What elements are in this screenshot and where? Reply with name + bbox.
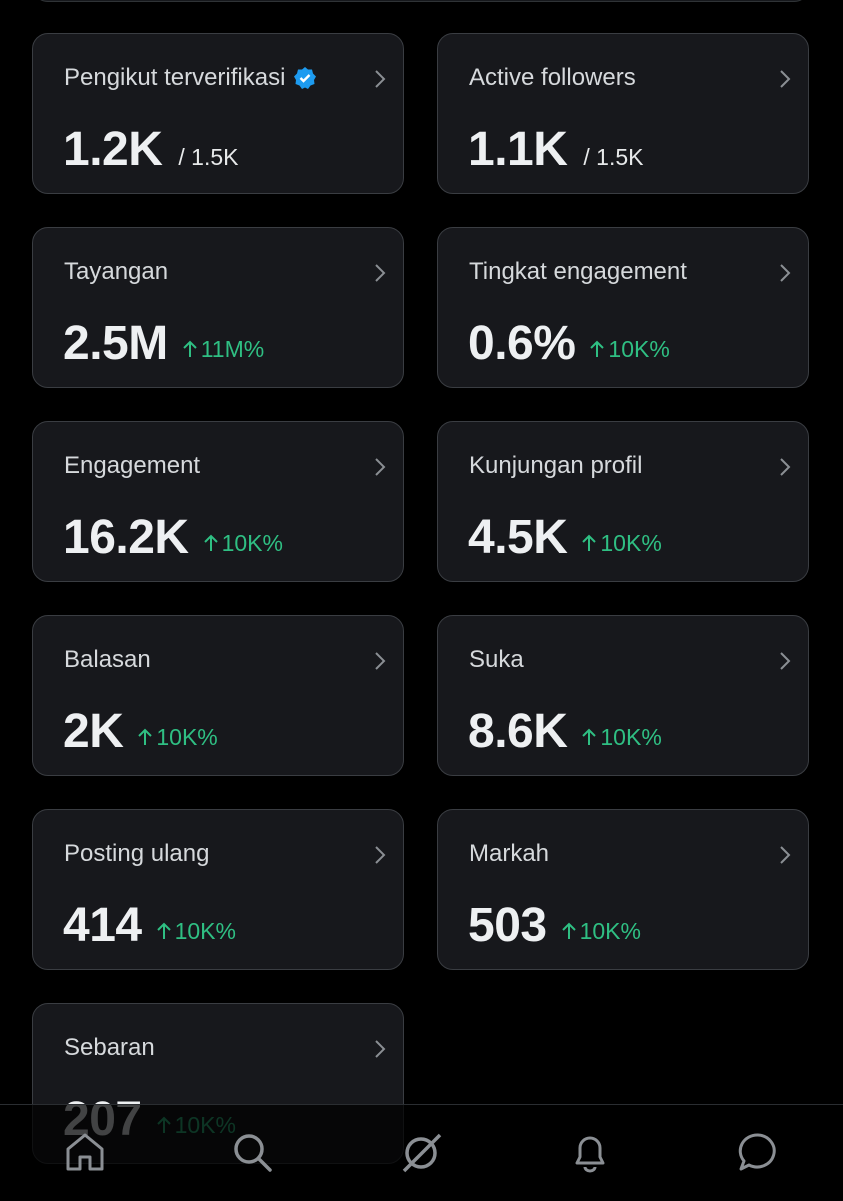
metric-total: / 1.5K (178, 144, 239, 170)
card-label-wrap: Sebaran (64, 1034, 155, 1062)
metric-value: 1.2K (63, 123, 163, 176)
metric-value: 4.5K (468, 511, 568, 564)
card-label: Kunjungan profil (469, 452, 643, 479)
up-arrow (590, 340, 605, 357)
metric-card[interactable]: Pengikut terverifikasi 1.2K / 1.5K (32, 33, 404, 194)
chevron (780, 652, 791, 670)
value-row: 503 10K% (468, 898, 641, 953)
metric-card[interactable]: Markah 503 10K% (437, 809, 809, 970)
card-label-wrap: Posting ulang (64, 840, 209, 868)
chevron (780, 70, 791, 88)
metric-value: 8.6K (468, 705, 568, 758)
up-arrow (582, 534, 597, 551)
card-label: Tayangan (64, 258, 169, 285)
metric-value: 503 (468, 899, 547, 952)
chevron (780, 846, 791, 864)
card-label: Pengikut terverifikasi (64, 64, 286, 91)
metric-change: 10K% (203, 530, 283, 557)
value-row: 2.5M 11M% (63, 316, 264, 371)
messages-icon[interactable] (737, 1131, 779, 1173)
card-label-wrap: Suka (469, 646, 524, 674)
card-label-wrap: Active followers (469, 64, 636, 92)
chevron (375, 264, 386, 282)
chevron (375, 70, 386, 88)
up-arrow (582, 728, 597, 745)
value-row: 8.6K 10K% (468, 704, 662, 759)
up-arrow (561, 922, 576, 939)
previous-card (32, 0, 810, 2)
grok-icon[interactable] (400, 1131, 442, 1173)
metric-card[interactable]: Suka 8.6K 10K% (437, 615, 809, 776)
metric-value: 414 (63, 899, 142, 952)
card-label-wrap: Kunjungan profil (469, 452, 642, 480)
change-text: 10K% (600, 723, 662, 750)
value-row: 0.6% 10K% (468, 316, 670, 371)
metric-value: 2K (63, 705, 124, 758)
metric-change: 10K% (156, 918, 236, 945)
metric-card[interactable]: Engagement 16.2K 10K% (32, 421, 404, 582)
verified-badge (294, 67, 317, 89)
metric-card[interactable]: Active followers 1.1K / 1.5K (437, 33, 809, 194)
up-arrow (183, 340, 197, 357)
chevron (375, 652, 386, 670)
metric-value: 1.1K (468, 123, 568, 176)
card-label-wrap: Markah (469, 840, 549, 868)
metric-value: 16.2K (63, 511, 189, 564)
value-row: 414 10K% (63, 898, 236, 953)
card-label: Suka (469, 646, 524, 673)
value-row: 1.1K / 1.5K (468, 122, 644, 177)
metric-card[interactable]: Balasan 2K 10K% (32, 615, 404, 776)
card-label: Posting ulang (64, 840, 210, 867)
change-text: 10K% (156, 723, 218, 750)
metric-change: 11M% (182, 335, 265, 363)
value-row: 4.5K 10K% (468, 510, 662, 565)
card-label: Tingkat engagement (469, 258, 687, 285)
chevron (780, 264, 791, 282)
card-label: Engagement (64, 452, 201, 479)
notifications-icon[interactable] (569, 1131, 611, 1173)
home-icon[interactable] (64, 1131, 106, 1173)
metric-card[interactable]: Tingkat engagement 0.6% 10K% (437, 227, 809, 388)
card-label: Balasan (64, 646, 151, 673)
chevron (780, 458, 791, 476)
change-text: 10K% (221, 529, 283, 556)
metric-value: 2.5M (63, 317, 168, 370)
change-text: 10K% (608, 335, 670, 362)
bottom-nav (0, 1104, 843, 1201)
change-text: 10K% (600, 529, 662, 556)
value-row: 1.2K / 1.5K (63, 122, 239, 177)
card-label-wrap: Engagement (64, 452, 200, 480)
change-text: 10K% (579, 917, 641, 944)
chevron (375, 846, 386, 864)
chevron (375, 1040, 386, 1058)
card-label: Markah (469, 840, 550, 867)
card-label-wrap: Tingkat engagement (469, 258, 687, 286)
up-arrow (203, 534, 218, 551)
metric-value: 0.6% (468, 317, 576, 370)
metric-change: 10K% (137, 723, 218, 751)
card-label-wrap: Balasan (64, 646, 151, 674)
card-label: Active followers (469, 64, 636, 91)
value-row: 2K 10K% (63, 704, 218, 759)
metric-change: 10K% (561, 918, 641, 945)
metric-card[interactable]: Kunjungan profil 4.5K 10K% (437, 421, 809, 582)
chevron (375, 458, 386, 476)
change-text: 11M% (200, 335, 265, 362)
metric-change: 10K% (581, 723, 662, 751)
metric-card[interactable]: Tayangan 2.5M 11M% (32, 227, 404, 388)
up-arrow (138, 728, 153, 745)
value-row: 16.2K 10K% (63, 510, 283, 565)
card-label-wrap: Tayangan (64, 258, 168, 286)
metric-total: / 1.5K (583, 144, 644, 170)
metric-change: 10K% (589, 335, 670, 363)
card-label-wrap: Pengikut terverifikasi (64, 64, 317, 92)
change-text: 10K% (174, 917, 236, 944)
metric-change: 10K% (581, 529, 662, 557)
card-label: Sebaran (64, 1034, 155, 1061)
up-arrow (156, 922, 171, 939)
metric-card[interactable]: Posting ulang 414 10K% (32, 809, 404, 970)
search-icon[interactable] (231, 1131, 273, 1173)
